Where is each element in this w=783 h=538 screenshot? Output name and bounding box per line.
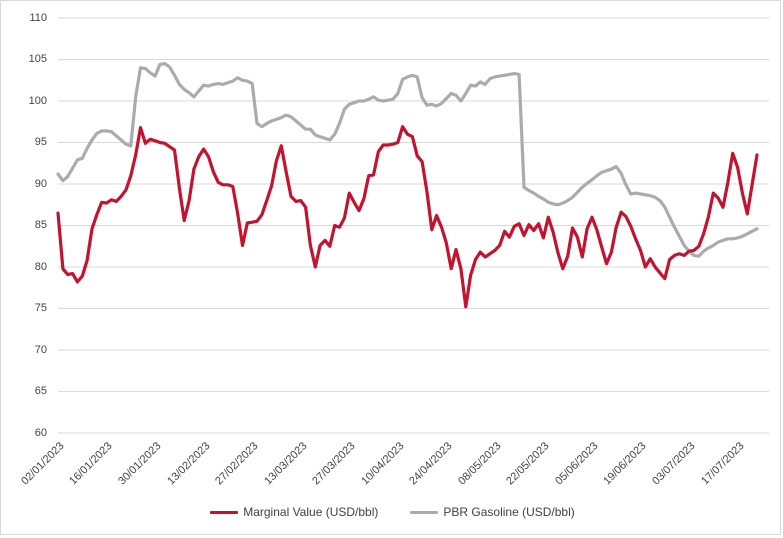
y-tick-label-70: 70 bbox=[34, 343, 47, 356]
y-tick-label-60: 60 bbox=[34, 426, 47, 439]
legend-item-pbr-gasoline: PBR Gasoline (USD/bbl) bbox=[410, 505, 575, 519]
y-tick-label-110: 110 bbox=[29, 11, 47, 24]
y-tick-label-90: 90 bbox=[34, 177, 47, 190]
series-line-marginal-value bbox=[56, 125, 759, 309]
legend-line-swatch-pbr-gasoline bbox=[410, 510, 439, 514]
y-tick-label-65: 65 bbox=[34, 385, 47, 397]
y-tick-label-95: 95 bbox=[34, 136, 47, 148]
series-line-pbr-gasoline bbox=[56, 61, 759, 258]
y-tick-label-100: 100 bbox=[28, 94, 47, 107]
y-tick-label-85: 85 bbox=[34, 219, 47, 231]
y-tick-label-75: 75 bbox=[34, 302, 47, 314]
legend-line-swatch-marginal-value bbox=[210, 510, 239, 514]
legend-label-marginal-value: Marginal Value (USD/bbl) bbox=[243, 505, 379, 519]
legend-item-marginal-value: Marginal Value (USD/bbl) bbox=[210, 505, 378, 519]
y-tick-label-80: 80 bbox=[34, 260, 47, 273]
legend-label-pbr-gasoline: PBR Gasoline (USD/bbl) bbox=[443, 505, 575, 519]
y-tick-label-105: 105 bbox=[28, 53, 47, 65]
legend: Marginal Value (USD/bbl) PBR Gasoline (U… bbox=[1, 505, 783, 519]
